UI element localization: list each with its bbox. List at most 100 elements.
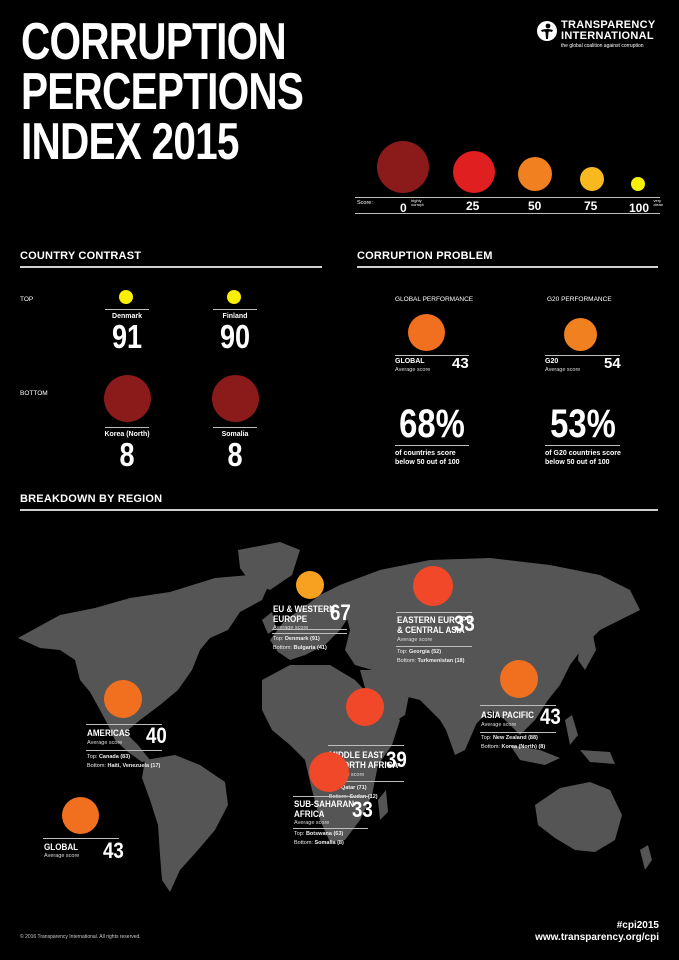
americas-score: 40 — [146, 723, 167, 748]
somalia-name: Somalia — [221, 431, 249, 438]
eu-rule-top — [272, 629, 347, 630]
eeca-name-1: EASTERN EUROPE — [397, 615, 472, 626]
title-line-3: INDEX 2015 — [21, 113, 239, 171]
title-line-2: PERCEPTIONS — [21, 63, 304, 121]
eu-top-value: Denmark (91) — [284, 636, 320, 642]
eu-score: 67 — [330, 600, 351, 625]
ap-bottom: Bottom: Korea (North) (8) — [481, 743, 545, 752]
world-map — [18, 542, 652, 892]
global-desc-2: below 50 out of 100 — [395, 459, 460, 466]
scale-value-0: 0 — [400, 201, 407, 215]
ssa-rule-bottom — [293, 828, 368, 829]
global-circle — [408, 314, 445, 351]
mena-name-1: MIDDLE EAST — [329, 750, 384, 761]
ssa-bottom-label: Bottom: — [294, 840, 313, 846]
eu-sub: Average score — [273, 625, 309, 631]
finland-circle — [227, 290, 241, 304]
ap-sub: Average score — [481, 722, 517, 728]
somalia-rule — [213, 427, 257, 428]
eeca-top: Top: Georgia (52) — [397, 648, 441, 657]
mena-bottom-value: Sudan (12) — [349, 794, 378, 800]
scale-value-100: 100 — [629, 201, 650, 215]
ssa-top: Top: Botswana (63) — [294, 830, 343, 839]
ssa-circle — [309, 752, 349, 792]
americas-bottom-label: Bottom: — [87, 763, 106, 769]
global-percent: 68% — [399, 402, 465, 446]
scale-value-75: 75 — [584, 199, 598, 213]
global-sub: Average score — [395, 367, 431, 373]
finland-rule — [213, 309, 257, 310]
scale-circle-25 — [453, 151, 495, 193]
g20-sub: Average score — [545, 367, 581, 373]
g20-desc-2: below 50 out of 100 — [545, 459, 610, 466]
scale-tick-100: 100 very clean — [629, 199, 667, 217]
somalia-score: 8 — [227, 436, 243, 473]
scale-circle-50 — [518, 157, 552, 191]
korea-north-score: 8 — [119, 436, 135, 473]
g20-desc-1: of G20 countries score — [545, 450, 621, 457]
global-name: GLOBAL — [395, 358, 425, 365]
americas-top-label: Top: — [87, 754, 98, 760]
eeca-score: 33 — [454, 611, 475, 636]
corruption-problem-rule — [357, 266, 658, 268]
eu-name-1: EU & WESTERN — [273, 604, 335, 615]
americas-name-1: AMERICAS — [87, 728, 131, 739]
eeca-sub: Average score — [397, 637, 433, 643]
global-region-circle — [62, 797, 99, 834]
ap-bottom-value: Korea (North) (8) — [501, 744, 546, 750]
ap-top-label: Top: — [481, 735, 492, 741]
global-region-name: GLOBAL — [44, 842, 79, 853]
logo: TRANSPARENCY INTERNATIONAL the global co… — [536, 19, 676, 53]
ap-bottom-label: Bottom: — [481, 744, 500, 750]
global-desc-1: of countries score — [395, 450, 456, 457]
ssa-top-value: Botswana (63) — [305, 831, 344, 837]
g20-circle — [564, 318, 597, 351]
g20-performance-heading: G20 PERFORMANCE — [547, 296, 612, 303]
ssa-score: 33 — [352, 797, 373, 822]
ap-rule-bottom — [480, 732, 556, 733]
denmark-rule — [105, 309, 149, 310]
ap-top-value: New Zealand (88) — [492, 735, 538, 741]
scale-tick-0: 0 highly corrupt — [400, 199, 429, 217]
korea-north-rule — [105, 427, 149, 428]
eeca-top-label: Top: — [397, 649, 408, 655]
scale-rule-bottom — [355, 213, 660, 214]
scale-rule-top — [355, 197, 660, 198]
eu-rule-bottom — [272, 633, 347, 634]
denmark-score: 91 — [111, 318, 143, 355]
website-link[interactable]: www.transparency.org/cpi — [535, 932, 659, 943]
americas-top-value: Canada (83) — [98, 754, 131, 760]
denmark-circle — [119, 290, 133, 304]
ap-circle — [500, 660, 538, 698]
americas-top: Top: Canada (83) — [87, 753, 130, 762]
eeca-rule-bottom — [396, 646, 472, 647]
g20-score: 54 — [604, 355, 621, 372]
transparency-international-globe-icon — [537, 21, 557, 41]
scale-label: Score: — [357, 200, 373, 206]
eu-bottom-value: Bulgaria (41) — [293, 645, 327, 651]
mena-name-2: & NORTH AFRICA — [329, 760, 399, 771]
logo-line-2: INTERNATIONAL — [561, 30, 654, 42]
breakdown-title: BREAKDOWN BY REGION — [20, 493, 163, 505]
eeca-bottom-label: Bottom: — [397, 658, 416, 664]
scale-circle-0 — [377, 141, 429, 193]
page-title: CORRUPTION PERCEPTIONS INDEX 2015 — [21, 16, 383, 171]
hashtag: #cpi2015 — [616, 920, 659, 931]
scale-circle-100 — [631, 177, 645, 191]
scale-value-25: 25 — [466, 199, 480, 213]
eeca-name-2: & CENTRAL ASIA — [397, 625, 465, 636]
g20-percent-rule — [545, 445, 620, 446]
corruption-problem-title: CORRUPTION PROBLEM — [357, 250, 493, 262]
global-region-score: 43 — [103, 838, 124, 863]
scale-value-50: 50 — [528, 199, 542, 213]
ssa-top-label: Top: — [294, 831, 305, 837]
scale-note-0: highly corrupt — [411, 198, 424, 207]
mena-circle — [346, 688, 384, 726]
logo-line-1: TRANSPARENCY — [561, 19, 656, 31]
eeca-circle — [413, 566, 453, 606]
ap-top: Top: New Zealand (88) — [481, 734, 538, 743]
eu-circle — [296, 571, 324, 599]
finland-name: Finland — [222, 313, 248, 320]
bottom-label: BOTTOM — [20, 390, 48, 397]
mena-rule-bottom — [328, 781, 404, 782]
